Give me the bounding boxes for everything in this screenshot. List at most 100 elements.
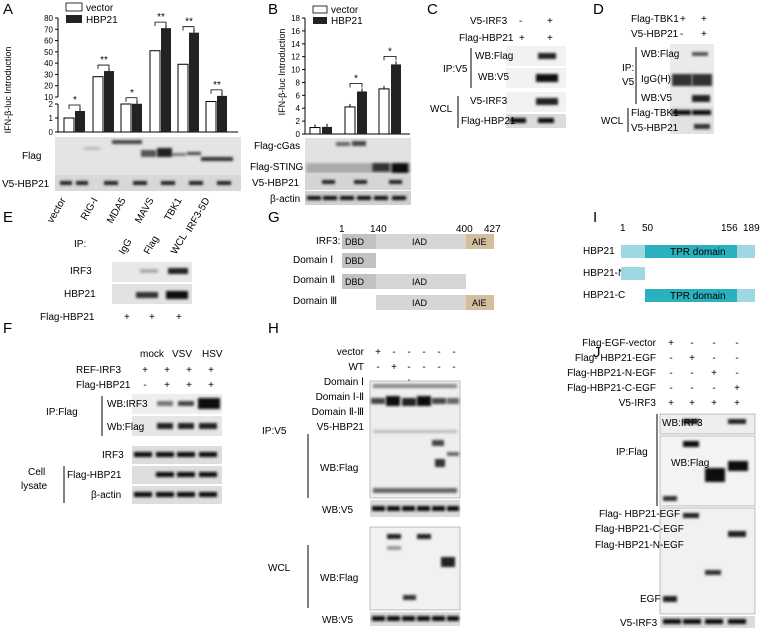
domain-g-d2-iad-label: IAD bbox=[412, 277, 428, 287]
mark-j: + bbox=[689, 353, 695, 364]
blot-f-wbflag bbox=[132, 416, 222, 436]
mark-c-0-0: - bbox=[519, 16, 522, 27]
mark-j: + bbox=[734, 383, 740, 394]
bar-a-vector bbox=[120, 103, 132, 133]
mark-j: + bbox=[668, 398, 674, 409]
panel-b-letter: B bbox=[268, 1, 278, 18]
mark-f: + bbox=[186, 365, 192, 376]
blot-label-j-wbirf3: WB:IRF3 bbox=[662, 418, 703, 429]
row-label-d-v5-hbp21: V5-HBP21 bbox=[631, 29, 679, 40]
wcl-label-j-3: EGF bbox=[640, 594, 661, 605]
pos-i-156: 156 bbox=[721, 223, 738, 234]
domain-i-hbp21-tpr-label: TPR domain bbox=[670, 247, 726, 258]
bar-a-hbp21 bbox=[161, 28, 171, 132]
blot-label-b-cgas: Flag-cGas bbox=[254, 141, 300, 152]
group-label-f-lysate: lysate bbox=[21, 481, 48, 492]
lane-a: MAVS bbox=[133, 196, 156, 226]
row-label-h: Domain Ⅰ-Ⅱ bbox=[316, 392, 364, 403]
domain-i-hbp21-c bbox=[737, 245, 755, 258]
sig-bracket-a bbox=[125, 97, 138, 102]
bar-a-hbp21 bbox=[189, 32, 199, 132]
sig-bracket-a bbox=[68, 104, 81, 109]
mark-f: + bbox=[142, 365, 148, 376]
blot-label-j-v5irf3: V5-IRF3 bbox=[620, 618, 658, 629]
blot-label-a-v5-hbp21: V5-HBP21 bbox=[2, 179, 50, 190]
group-label-f-cell: Cell bbox=[28, 467, 45, 478]
a-ytick-label: 40 bbox=[44, 59, 53, 68]
blot-label-h-ip-wbv5: WB:V5 bbox=[322, 505, 354, 516]
mark-j: - bbox=[690, 338, 693, 349]
blot-label-h-wcl-wbv5: WB:V5 bbox=[322, 615, 354, 626]
label-e-ip: IP: bbox=[74, 239, 86, 250]
bar-a-vector bbox=[63, 117, 75, 133]
panel-a-lane-labels: vector RIG-I MDA5 MAVS TBK1 IRF3-5D bbox=[45, 195, 212, 234]
panel-a-letter: A bbox=[3, 1, 13, 18]
domain-i-hbp21-tpr bbox=[645, 245, 737, 258]
row-label-j: Flag-HBP21-N-EGF bbox=[567, 368, 656, 379]
bar-a-hbp21 bbox=[217, 95, 227, 132]
blot-label-c-v5irf3: V5-IRF3 bbox=[470, 96, 508, 107]
panel-j-letter: J bbox=[593, 344, 601, 361]
sig-bracket-a bbox=[97, 64, 110, 70]
panel-b: B vector HBP21 IFN-β-luc Introduction 0 2… bbox=[250, 1, 411, 205]
bar-b-vector bbox=[344, 106, 356, 135]
blot-a-v5 bbox=[55, 175, 241, 191]
panel-b-ylabel: IFN-β-luc Introduction bbox=[277, 29, 287, 116]
blot-e-hbp21-band1 bbox=[136, 292, 158, 298]
panel-i-letter: I bbox=[593, 209, 597, 226]
mark-j: - bbox=[669, 353, 672, 364]
mark-h: - bbox=[422, 362, 425, 373]
col-label-f-vsv: VSV bbox=[172, 349, 192, 360]
blot-j-v5irf3-bands bbox=[663, 619, 746, 624]
domain-i-c-end bbox=[737, 289, 755, 302]
a-ytick-label: 30 bbox=[44, 70, 53, 79]
blot-label-h-ip-wbflag: WB:Flag bbox=[320, 463, 358, 474]
sig-b: * bbox=[354, 73, 358, 84]
mark-f: + bbox=[208, 380, 214, 391]
group-label-h-wcl: WCL bbox=[268, 563, 291, 574]
b-ytick-label: 16 bbox=[291, 27, 300, 36]
lane-e-igg: IgG bbox=[117, 237, 135, 257]
bar-a-vector bbox=[205, 101, 217, 133]
mark-j: + bbox=[711, 368, 717, 379]
blot-h-ipv5-bands bbox=[372, 506, 459, 511]
mark-c-1-0: + bbox=[519, 33, 525, 44]
lane-a: RIG-I bbox=[79, 196, 100, 222]
mark-e-2: + bbox=[176, 312, 182, 323]
mark-j: - bbox=[712, 353, 715, 364]
row-label-g-domain1: Domain Ⅰ bbox=[293, 255, 333, 266]
panel-f-marks: + + + + - + + + bbox=[142, 365, 214, 391]
mark-c-0-1: + bbox=[547, 16, 553, 27]
pos-i-1: 1 bbox=[620, 223, 626, 234]
blot-c-wbv5-band bbox=[536, 74, 558, 82]
row-label-j: Flag-EGF-vector bbox=[582, 338, 657, 349]
blot-e-hbp21-band2 bbox=[166, 291, 188, 299]
row-label-c-flag-hbp21: Flag-HBP21 bbox=[459, 33, 514, 44]
blot-a-v5-bands bbox=[60, 181, 231, 185]
mark-f: + bbox=[164, 380, 170, 391]
sig-a: ** bbox=[213, 80, 221, 91]
panel-j-conditions: Flag-EGF-vector + - - - Flag- HBP21-EGF - + - - Fl… bbox=[567, 338, 740, 409]
blot-label-b-sting: Flag-STING bbox=[250, 162, 304, 173]
row-label-g-irf3: IRF3: bbox=[316, 236, 340, 247]
mark-d-0-0: + bbox=[680, 14, 686, 25]
bar-a-hbp21 bbox=[75, 111, 85, 132]
group-label-d-wcl: WCL bbox=[601, 116, 624, 127]
domain-g-irf3-dbd-label: DBD bbox=[345, 237, 365, 247]
mark-h: - bbox=[422, 347, 425, 358]
a-ytick-label: 20 bbox=[44, 82, 53, 91]
domain-g-irf3-dbd bbox=[342, 234, 376, 249]
blot-h-ip-bands bbox=[371, 384, 459, 493]
blot-d-wbv5-band bbox=[692, 95, 710, 102]
blot-f-wbflag-bands bbox=[157, 423, 217, 429]
panel-i: I 1 50 156 189 HBP21 TPR domain HBP21-N … bbox=[583, 209, 760, 302]
mark-j: + bbox=[689, 398, 695, 409]
b-ytick-label: 18 bbox=[291, 14, 300, 23]
mark-j: + bbox=[668, 338, 674, 349]
mark-f: + bbox=[208, 365, 214, 376]
sig-b: * bbox=[388, 46, 392, 57]
mark-j: - bbox=[669, 383, 672, 394]
bar-a-vector bbox=[92, 76, 104, 133]
panel-a-bars: ****** **** bbox=[63, 12, 227, 133]
blot-label-d-v5hbp21: V5-HBP21 bbox=[631, 123, 679, 134]
